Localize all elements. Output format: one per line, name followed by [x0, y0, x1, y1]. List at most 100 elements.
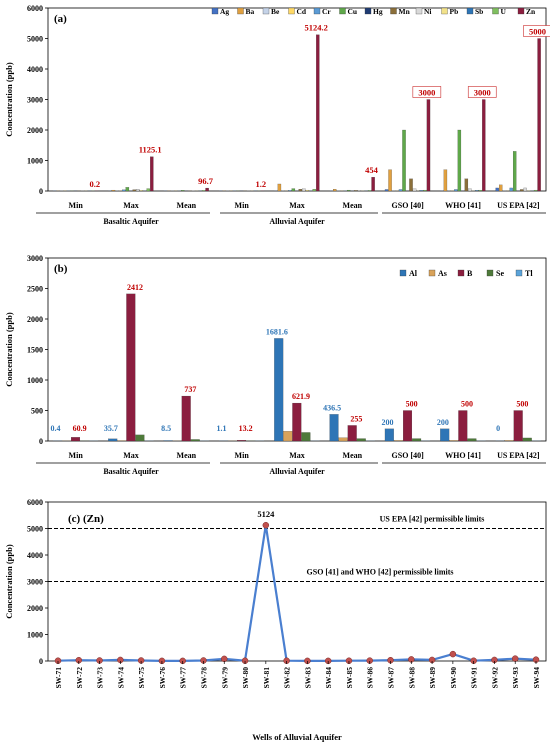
bar-a-zn: [537, 38, 541, 192]
legend-swatch-a-ni: [415, 7, 423, 15]
category-label-a: Mean: [177, 201, 197, 210]
y-tick-label-b: 0: [39, 437, 43, 446]
x-tick-label-c: SW-78: [199, 667, 208, 689]
series-line-zn: [57, 524, 537, 663]
legend-label-a-be: Be: [271, 7, 280, 16]
x-tick-label-c: SW-76: [158, 667, 167, 689]
legend-swatch-a-ag: [211, 7, 219, 15]
bar-a-mn: [409, 178, 413, 192]
bar-a-cu: [180, 190, 185, 192]
bar-a-mn: [298, 189, 303, 192]
x-tick-label-c: SW-92: [490, 667, 499, 689]
data-label-b-b: 621.9: [292, 392, 310, 401]
legend-label-a-hg: Hg: [373, 7, 383, 16]
bar-b-al: [329, 414, 339, 442]
legend-label-b-as: As: [438, 269, 447, 278]
category-label-b: US EPA [42]: [497, 451, 540, 460]
data-point-zn: [449, 650, 457, 658]
bar-a-zn: [482, 99, 486, 192]
legend-label-b-b: B: [467, 269, 473, 278]
category-label-a: Min: [69, 201, 84, 210]
x-tick-label-c: SW-90: [449, 667, 458, 689]
data-label-b-b: 500: [516, 400, 528, 409]
bar-a-cu: [125, 187, 130, 192]
category-label-b: Min: [69, 451, 84, 460]
bar-b-b: [403, 410, 413, 442]
legend-swatch-a-cr: [313, 7, 321, 15]
legend-label-a-ag: Ag: [220, 7, 229, 16]
y-tick-label-c: 6000: [27, 498, 43, 507]
category-label-a: US EPA [42]: [497, 201, 540, 210]
y-tick-label-b: 3000: [27, 254, 43, 263]
bar-a-ni: [136, 189, 140, 192]
data-label-b-al: 8.5: [161, 424, 171, 433]
y-tick-label-c: 0: [39, 657, 43, 666]
legend-swatch-a-cu: [339, 7, 346, 15]
legend-swatch-a-hg: [364, 7, 372, 15]
legend-label-a-mn: Mn: [399, 7, 411, 16]
y-tick-label-a: 2000: [27, 126, 43, 135]
data-point-zn: [221, 655, 228, 663]
x-tick-label-c: SW-91: [470, 667, 479, 689]
legend-label-a-cu: Cu: [348, 7, 358, 16]
group-label-basaltic-b: Basaltic Aquifer: [103, 467, 159, 476]
bar-a-mn: [132, 189, 137, 192]
y-tick-label-b: 2000: [27, 315, 43, 324]
bar-b-b: [458, 410, 468, 442]
bar-a-zn: [426, 99, 431, 192]
bar-a-mn: [519, 189, 524, 192]
y-tick-label-c: 1000: [27, 631, 43, 640]
bar-b-b: [513, 410, 523, 442]
x-tick-label-c: SW-89: [428, 667, 437, 689]
data-point-zn: [262, 521, 270, 529]
reference-line-label-c: GSO [41] and WHO [42] permissible limits: [307, 568, 454, 577]
bar-a-cu: [457, 129, 462, 192]
x-axis-label-c: Wells of Alluvial Aquifer: [252, 732, 342, 742]
bar-a-cr: [454, 189, 458, 192]
bar-a-ba: [277, 183, 282, 192]
bar-b-al: [274, 338, 284, 442]
bar-a-ni: [302, 188, 306, 192]
bar-b-se: [301, 432, 311, 442]
data-label-b-al: 0: [496, 424, 500, 433]
bar-a-mn: [353, 190, 358, 192]
bar-a-cr: [509, 187, 513, 192]
data-label-b-al: 0.4: [51, 424, 61, 433]
bar-a-u: [201, 190, 206, 192]
peak-data-label-c: 5124: [257, 509, 275, 519]
bar-a-u: [533, 189, 538, 192]
bar-b-b: [237, 440, 247, 442]
bar-b-al: [163, 440, 173, 442]
y-tick-label-b: 500: [31, 407, 43, 416]
data-label-a: 5000: [529, 27, 546, 37]
bar-b-se: [190, 439, 200, 442]
bar-a-zn: [205, 187, 209, 192]
bar-a-u: [423, 189, 427, 192]
y-tick-label-a: 6000: [27, 4, 43, 13]
bar-a-u: [367, 190, 372, 192]
x-tick-label-c: SW-87: [387, 667, 396, 689]
x-tick-label-c: SW-75: [137, 667, 146, 689]
bar-b-al: [108, 438, 118, 442]
category-label-b: Max: [123, 451, 139, 460]
data-label-b-al: 436.5: [323, 403, 341, 412]
y-axis-label-c: Concentration (ppb): [4, 544, 14, 619]
bar-a-ag: [384, 189, 389, 192]
category-label-a: Max: [123, 201, 139, 210]
x-tick-label-c: SW-73: [96, 667, 105, 689]
data-label-b-b: 737: [184, 385, 196, 394]
x-tick-label-c: SW-83: [303, 667, 312, 689]
bar-a-u: [146, 188, 150, 192]
bar-a-ni: [412, 188, 417, 192]
y-tick-label-c: 3000: [27, 578, 43, 587]
data-label-a: 3000: [418, 88, 435, 98]
data-label-a: 454: [365, 165, 379, 175]
bar-a-ba: [111, 189, 116, 192]
panel-label-b: (b): [54, 263, 68, 275]
data-label-a: 0.2: [90, 179, 101, 189]
bar-a-cr: [288, 190, 292, 192]
y-tick-label-c: 2000: [27, 604, 43, 613]
bar-a-u: [478, 189, 482, 192]
x-tick-label-c: SW-79: [220, 667, 229, 689]
